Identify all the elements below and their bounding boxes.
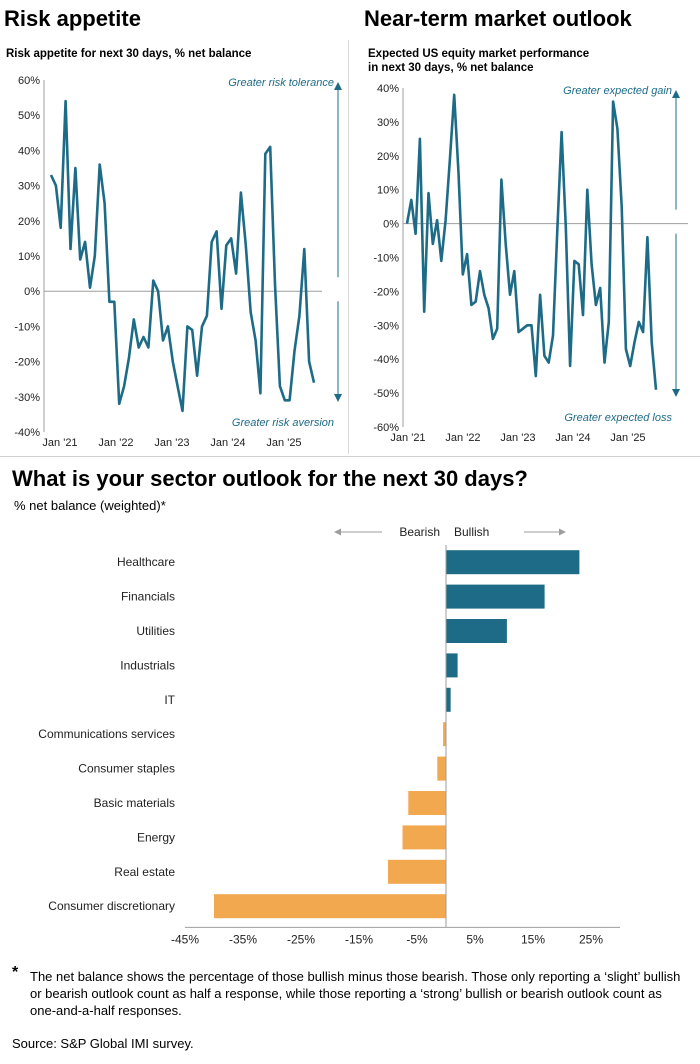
bar [446,550,580,575]
y-tick-label: 30% [18,181,40,193]
y-tick-label: 20% [377,151,399,163]
category-label: Industrials [120,658,175,672]
x-tick-label: Jan '25 [266,437,301,449]
y-tick-label: 60% [18,75,40,87]
risk-appetite-chart: 60%50%40%30%20%10%0%-10%-20%-30%-40%Jan … [14,75,342,449]
x-tick-label: Jan '23 [500,432,535,444]
category-label: Healthcare [117,555,175,569]
x-tick-label: 15% [521,932,545,946]
bar [446,653,458,678]
annotation-bottom: Greater expected loss [564,412,672,424]
category-label: Financials [121,590,175,604]
category-label: Energy [137,830,175,844]
y-tick-label: -50% [373,388,399,400]
y-tick-label: -10% [14,321,40,333]
market-outlook-subtitle-line2: in next 30 days, % net balance [368,62,534,74]
bar [446,584,545,609]
y-tick-label: -20% [14,357,40,369]
bullish-label: Bullish [454,525,489,539]
series-line [405,93,658,390]
series-line [49,99,316,413]
risk-appetite-subtitle: Risk appetite for next 30 days, % net ba… [6,48,252,60]
x-tick-label: 5% [466,932,484,946]
category-label: Consumer discretionary [48,899,175,913]
footnote-text: The net balance shows the percentage of … [30,969,681,1018]
y-tick-label: 10% [18,251,40,263]
bar [443,722,446,747]
risk-appetite-title: Risk appetite [4,6,141,31]
annotation-top: Greater expected gain [563,85,672,97]
footnote-star: * [12,964,19,981]
y-tick-label: -10% [373,253,399,265]
x-tick-label: -5% [406,932,428,946]
x-tick-label: Jan '24 [555,432,590,444]
bar [437,756,446,781]
bar [214,894,446,919]
category-label: Real estate [114,865,175,879]
y-tick-label: 30% [377,117,399,129]
category-label: Communications services [38,727,175,741]
x-tick-label: 25% [579,932,603,946]
arrow-up-head [672,90,680,98]
bar [388,859,446,884]
x-tick-label: -15% [345,932,373,946]
panel-divider [348,40,349,454]
market-outlook-subtitle-line1: Expected US equity market performance [368,48,590,60]
annotation-top: Greater risk tolerance [228,77,334,89]
y-tick-label: -40% [373,354,399,366]
y-tick-label: 10% [377,185,399,197]
y-tick-label: 40% [18,145,40,157]
x-tick-label: -45% [171,932,199,946]
x-tick-label: Jan '22 [445,432,480,444]
sector-outlook-subtitle: % net balance (weighted)* [14,498,166,513]
source-text: Source: S&P Global IMI survey. [12,1036,194,1051]
bearish-label: Bearish [399,525,440,539]
bearish-arrow-head [334,528,341,536]
x-tick-label: Jan '21 [390,432,425,444]
y-tick-label: -30% [373,320,399,332]
market-outlook-chart: 40%30%20%10%0%-10%-20%-30%-40%-50%-60%Ja… [373,83,688,444]
bar [408,791,446,815]
y-tick-label: 40% [377,83,399,95]
category-label: Basic materials [94,796,175,810]
x-tick-label: -25% [287,932,315,946]
sector-outlook-chart: Bearish Bullish Healthcare Financials Utilit… [38,525,620,946]
x-tick-label: Jan '25 [610,432,645,444]
y-tick-label: -30% [14,392,40,404]
bar [402,825,446,850]
y-tick-label: 50% [18,110,40,122]
market-outlook-title: Near-term market outlook [364,6,632,31]
y-tick-label: 0% [383,219,399,231]
bullish-arrow-head [559,528,566,536]
arrow-up-head [334,82,342,90]
section-divider [0,456,700,457]
y-tick-label: 20% [18,216,40,228]
bar [446,687,451,712]
y-tick-label: -60% [373,422,399,434]
annotation-bottom: Greater risk aversion [232,417,334,429]
arrow-down-head [334,394,342,402]
bar [446,619,507,643]
y-tick-label: 0% [24,286,40,298]
y-tick-label: -20% [373,286,399,298]
x-tick-label: Jan '22 [98,437,133,449]
y-tick-label: -40% [14,427,40,439]
x-tick-label: Jan '24 [210,437,245,449]
category-label: Consumer staples [78,762,175,776]
x-tick-label: Jan '21 [42,437,77,449]
category-label: Utilities [136,624,175,638]
arrow-down-head [672,389,680,397]
x-tick-label: Jan '23 [154,437,189,449]
x-tick-label: -35% [229,932,257,946]
sector-outlook-title: What is your sector outlook for the next… [12,466,528,491]
category-label: IT [164,693,175,707]
